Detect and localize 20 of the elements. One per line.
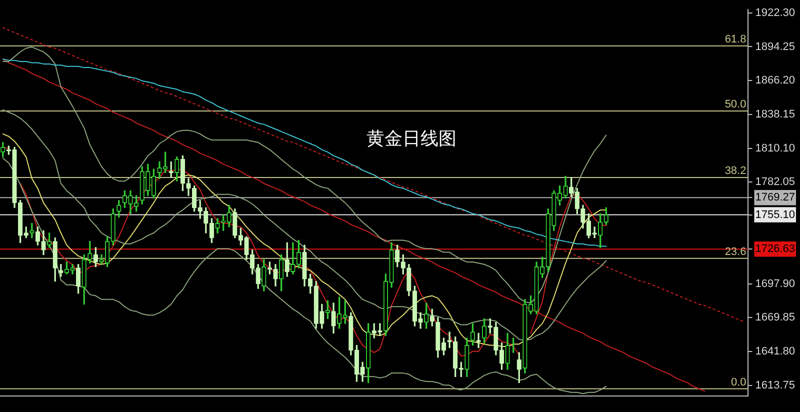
annotation: 23.6	[724, 246, 746, 258]
annotation: 0.0	[730, 376, 746, 388]
y-tick-label: 1866.20	[755, 74, 796, 87]
y-tick-label: 1613.75	[755, 379, 796, 392]
y-tick-label: 1810.10	[755, 142, 796, 154]
annotation: 38.2	[724, 164, 746, 177]
y-tick-label: 1769.27	[755, 192, 796, 204]
y-tick-label: 1697.90	[755, 278, 796, 290]
y-tick-label: 1641.80	[755, 346, 796, 358]
y-tick-label: 1894.25	[755, 40, 796, 53]
y-tick-label: 1755.10	[755, 208, 796, 221]
annotation: 61.8	[724, 33, 746, 46]
y-tick-label: 1726.63	[755, 243, 796, 256]
y-tick-label: 1922.30	[755, 6, 796, 19]
y-tick-label: 1782.05	[755, 176, 796, 188]
candlestick	[476, 332, 481, 348]
text: 黄金日线图	[366, 128, 457, 149]
y-tick-label: 1669.85	[755, 312, 796, 324]
annotation: 50.0	[724, 98, 746, 111]
y-tick-label: 1838.15	[755, 108, 796, 121]
